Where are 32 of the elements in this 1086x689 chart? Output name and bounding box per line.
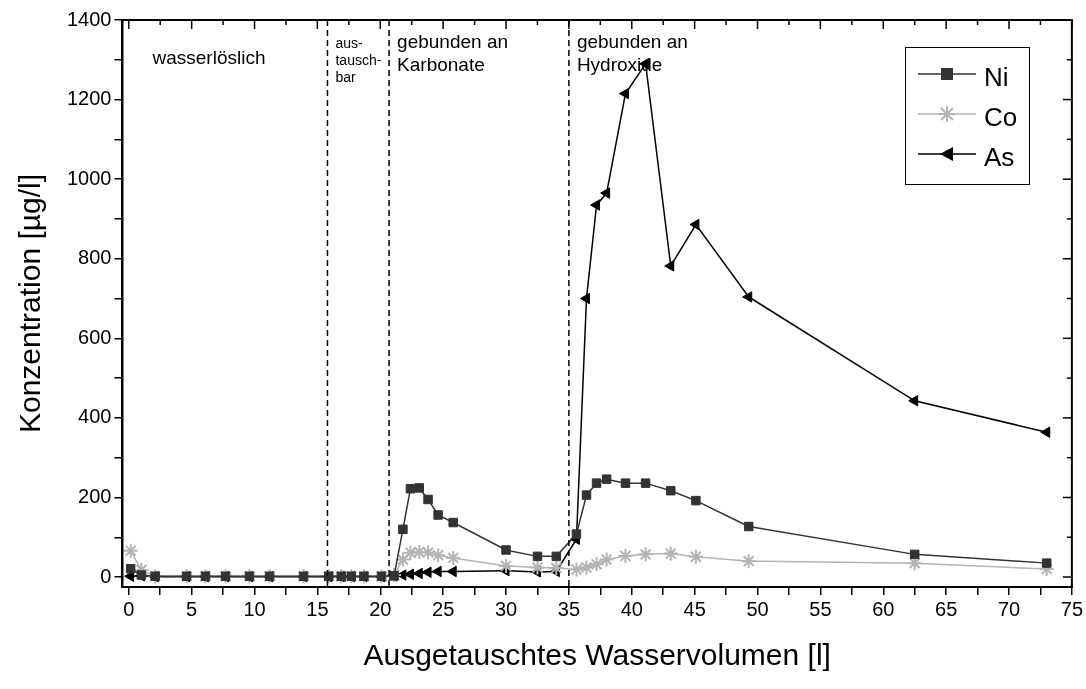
y-tick-label: 800	[78, 246, 112, 269]
x-tick-label: 70	[997, 597, 1021, 620]
x-tick-label: 45	[683, 597, 706, 620]
x-tick-label: 30	[494, 597, 518, 620]
legend-label: As	[983, 142, 1015, 173]
x-axis-title: Ausgetauschtes Wasservolumen [l]	[363, 638, 831, 672]
x-tick-label: 0	[123, 597, 135, 620]
annotation: gebunden an Karbonate	[397, 31, 509, 75]
y-tick-label: 1400	[66, 7, 112, 30]
y-tick-label: 600	[78, 325, 112, 348]
x-tick-label: 10	[243, 597, 266, 620]
y-tick-label: 200	[78, 484, 112, 507]
legend-label: Co	[983, 102, 1018, 133]
x-tick-label: 25	[432, 597, 455, 620]
y-axis-title: Konzentration [µg/l]	[13, 173, 47, 434]
legend-label: Ni	[983, 62, 1009, 93]
y-tick-label: 1000	[66, 166, 112, 189]
x-tick-label: 65	[935, 597, 958, 620]
x-tick-label: 55	[809, 597, 832, 620]
x-tick-label: 60	[872, 597, 895, 620]
annotation: wasserlöslich	[151, 47, 266, 68]
annotation: aus- tausch- bar	[335, 35, 382, 85]
x-tick-label: 40	[620, 597, 643, 620]
x-tick-label: 75	[1060, 597, 1083, 620]
x-tick-label: 15	[306, 597, 329, 620]
x-tick-label: 35	[557, 597, 581, 620]
y-tick-label: 0	[100, 564, 112, 587]
x-tick-label: 50	[746, 597, 769, 620]
x-tick-label: 20	[369, 597, 392, 620]
y-tick-label: 1200	[66, 87, 112, 110]
y-tick-label: 400	[78, 405, 112, 428]
x-tick-label: 5	[186, 597, 198, 620]
